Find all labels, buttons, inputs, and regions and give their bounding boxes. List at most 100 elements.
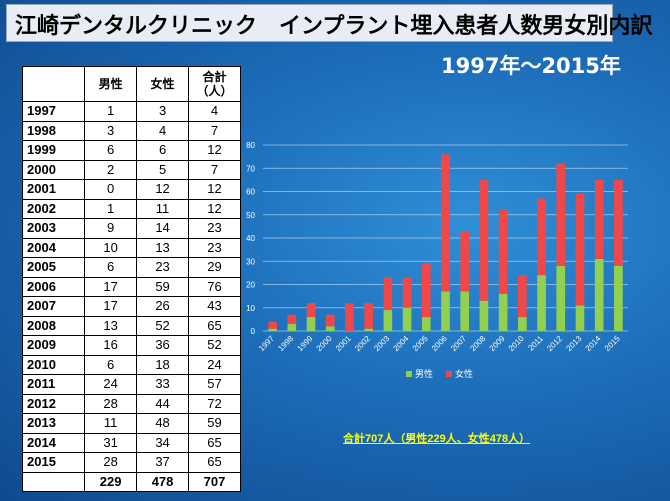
x-tick-label: 2007 xyxy=(449,334,468,353)
total-cell: 76 xyxy=(188,276,241,297)
bar-segment xyxy=(594,179,604,259)
bar-segment xyxy=(537,275,546,331)
bar-segment xyxy=(402,307,412,331)
x-tick-label: 2003 xyxy=(372,334,391,353)
summary-text: 合計707人（男性229人、女性478人） xyxy=(343,433,531,445)
bar-segment xyxy=(460,231,470,292)
legend-swatch xyxy=(406,371,412,377)
table-total-row: 229 478 707 xyxy=(21,471,241,492)
legend-swatch xyxy=(446,371,452,377)
table-row: 2012 28 44 72 xyxy=(21,393,241,414)
bar-segment xyxy=(556,265,566,331)
x-tick-label: 2008 xyxy=(468,334,487,353)
total-cell: 12 xyxy=(188,140,241,161)
bar-segment xyxy=(383,277,393,311)
bar-segment xyxy=(325,314,335,327)
header-year xyxy=(21,66,86,102)
x-tick-label: 1999 xyxy=(295,334,314,353)
table-row: 1998 3 4 7 xyxy=(21,120,241,141)
x-tick-label: 2005 xyxy=(411,334,430,353)
bar-segment xyxy=(345,303,354,331)
bar-segment xyxy=(460,291,470,331)
total-cell: 29 xyxy=(188,257,241,278)
year-cell: 2002 xyxy=(21,198,86,219)
x-tick-label: 1998 xyxy=(276,334,295,353)
year-cell: 1997 xyxy=(21,101,86,122)
y-tick-label: 50 xyxy=(246,211,255,220)
period-label: 1997年～2015年 xyxy=(441,54,621,78)
bar-segment xyxy=(575,193,585,306)
legend-label: 女性 xyxy=(455,368,473,379)
table-row: 2006 17 59 76 xyxy=(21,276,241,297)
bar-segment xyxy=(268,328,277,331)
x-tick-label: 2012 xyxy=(545,334,564,353)
bar-segment xyxy=(383,310,393,331)
total-cell: 43 xyxy=(188,296,241,317)
total-value-cell: 229 xyxy=(84,471,138,492)
y-tick-label: 40 xyxy=(246,234,255,243)
bar-segment xyxy=(498,210,508,294)
table-header-row: 男性 女性 合計 （人） xyxy=(21,66,241,102)
bar-segment xyxy=(325,326,335,331)
bar-segment xyxy=(441,291,450,331)
total-value-cell: 707 xyxy=(188,471,241,492)
x-tick-label: 2011 xyxy=(526,334,545,353)
x-tick-label: 2013 xyxy=(564,334,583,353)
total-cell: 23 xyxy=(188,237,241,258)
table-row: 2004 10 13 23 xyxy=(21,237,241,258)
y-tick-label: 60 xyxy=(246,188,255,197)
bar-segment xyxy=(594,258,604,331)
bar-segment xyxy=(306,317,316,331)
bar-segment xyxy=(287,314,297,325)
page-title: 江崎デンタルクリニック インプラント埋入患者人数男女別内訳 xyxy=(15,14,653,39)
bar-segment xyxy=(421,317,431,331)
male-cell: 11 xyxy=(84,413,138,434)
bar-segment xyxy=(268,321,277,329)
y-tick-label: 0 xyxy=(251,327,256,336)
table-row: 2005 6 23 29 xyxy=(21,257,241,278)
table-row: 1997 1 3 4 xyxy=(21,101,241,122)
bar-segment xyxy=(614,179,623,266)
bar-segment xyxy=(421,263,431,318)
year-cell: 2011 xyxy=(21,374,86,395)
bar-segment xyxy=(556,163,566,266)
bar-segment xyxy=(518,317,527,331)
y-tick-label: 10 xyxy=(246,304,255,313)
y-tick-label: 80 xyxy=(246,141,255,150)
header-total-label: 合計 （人） xyxy=(196,70,233,98)
x-tick-label: 2015 xyxy=(603,334,622,353)
table-row: 2014 31 34 65 xyxy=(21,432,241,453)
male-cell: 28 xyxy=(84,393,138,414)
female-cell: 13 xyxy=(136,237,190,258)
x-tick-label: 2009 xyxy=(488,334,507,353)
legend-label: 男性 xyxy=(415,368,433,379)
x-tick-label: 2000 xyxy=(315,334,334,353)
table-row: 2013 11 48 59 xyxy=(21,413,241,434)
bar-segment xyxy=(498,293,508,331)
header-female: 女性 xyxy=(136,66,190,102)
bar-segment xyxy=(479,300,489,331)
data-table: 男性 女性 合計 （人） 1997 1 3 4 1998 3 4 7 1999 6 6 12 2000 2… xyxy=(21,66,241,492)
year-cell: 2004 xyxy=(21,237,86,258)
x-tick-label: 1997 xyxy=(257,334,276,353)
bar-segment xyxy=(306,303,316,318)
bar-segment xyxy=(479,179,489,301)
year-cell: 1999 xyxy=(21,140,86,161)
year-cell: 1998 xyxy=(21,120,86,141)
x-tick-label: 2004 xyxy=(392,334,411,353)
table-row: 1999 6 6 12 xyxy=(21,140,241,161)
total-value-cell: 478 xyxy=(136,471,190,492)
bar-segment xyxy=(518,275,527,318)
table-row: 2008 13 52 65 xyxy=(21,315,241,336)
table-row: 2001 0 12 12 xyxy=(21,179,241,200)
title-bar: 江崎デンタルクリニック インプラント埋入患者人数男女別内訳 xyxy=(6,4,652,42)
y-tick-label: 70 xyxy=(246,164,255,173)
x-tick-label: 2001 xyxy=(334,334,353,353)
x-tick-label: 2010 xyxy=(507,334,526,353)
y-tick-label: 30 xyxy=(246,257,255,266)
total-cell: 23 xyxy=(188,218,241,239)
total-label-cell xyxy=(21,471,86,492)
x-tick-label: 2006 xyxy=(430,334,449,353)
bar-segment xyxy=(364,303,373,329)
x-tick-label: 2002 xyxy=(353,334,372,353)
